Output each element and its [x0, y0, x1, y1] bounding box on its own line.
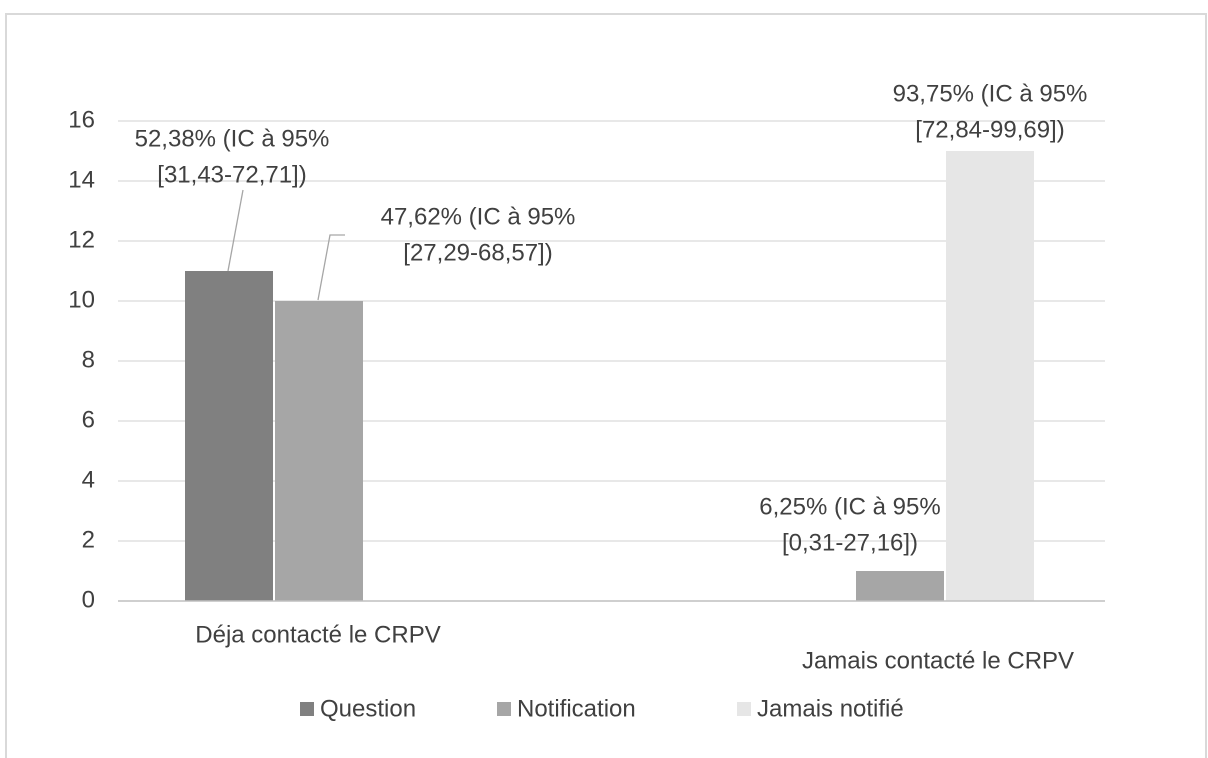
y-tick-label: 4 [82, 466, 95, 493]
data-label: 47,62% (IC à 95% [381, 203, 576, 230]
x-tick-label: Déja contacté le CRPV [195, 621, 440, 648]
data-label: [72,84-99,69]) [915, 116, 1064, 143]
data-label: 93,75% (IC à 95% [893, 80, 1088, 107]
legend-swatch [300, 702, 314, 716]
legend-swatch [737, 702, 751, 716]
y-tick-label: 2 [82, 526, 95, 553]
data-label: 6,25% (IC à 95% [759, 493, 940, 520]
y-tick-label: 0 [82, 586, 95, 613]
y-tick-label: 14 [68, 166, 95, 193]
y-tick-label: 12 [68, 226, 95, 253]
data-label: [31,43-72,71]) [157, 161, 306, 188]
x-tick-label: Jamais contacté le CRPV [802, 647, 1074, 674]
y-tick-label: 8 [82, 346, 95, 373]
bar [856, 571, 944, 601]
y-tick-label: 10 [68, 286, 95, 313]
data-label: [0,31-27,16]) [782, 529, 918, 556]
y-tick-label: 16 [68, 106, 95, 133]
legend-label: Jamais notifié [757, 695, 904, 722]
y-tick-label: 6 [82, 406, 95, 433]
bar [946, 151, 1034, 601]
data-label: 52,38% (IC à 95% [135, 125, 330, 152]
bar [185, 271, 273, 601]
bar [275, 301, 363, 601]
data-label: [27,29-68,57]) [403, 239, 552, 266]
legend-swatch [497, 702, 511, 716]
leader-line [227, 189, 244, 272]
leader-line [317, 234, 345, 301]
legend-label: Notification [517, 695, 636, 722]
legend-label: Question [320, 695, 416, 722]
